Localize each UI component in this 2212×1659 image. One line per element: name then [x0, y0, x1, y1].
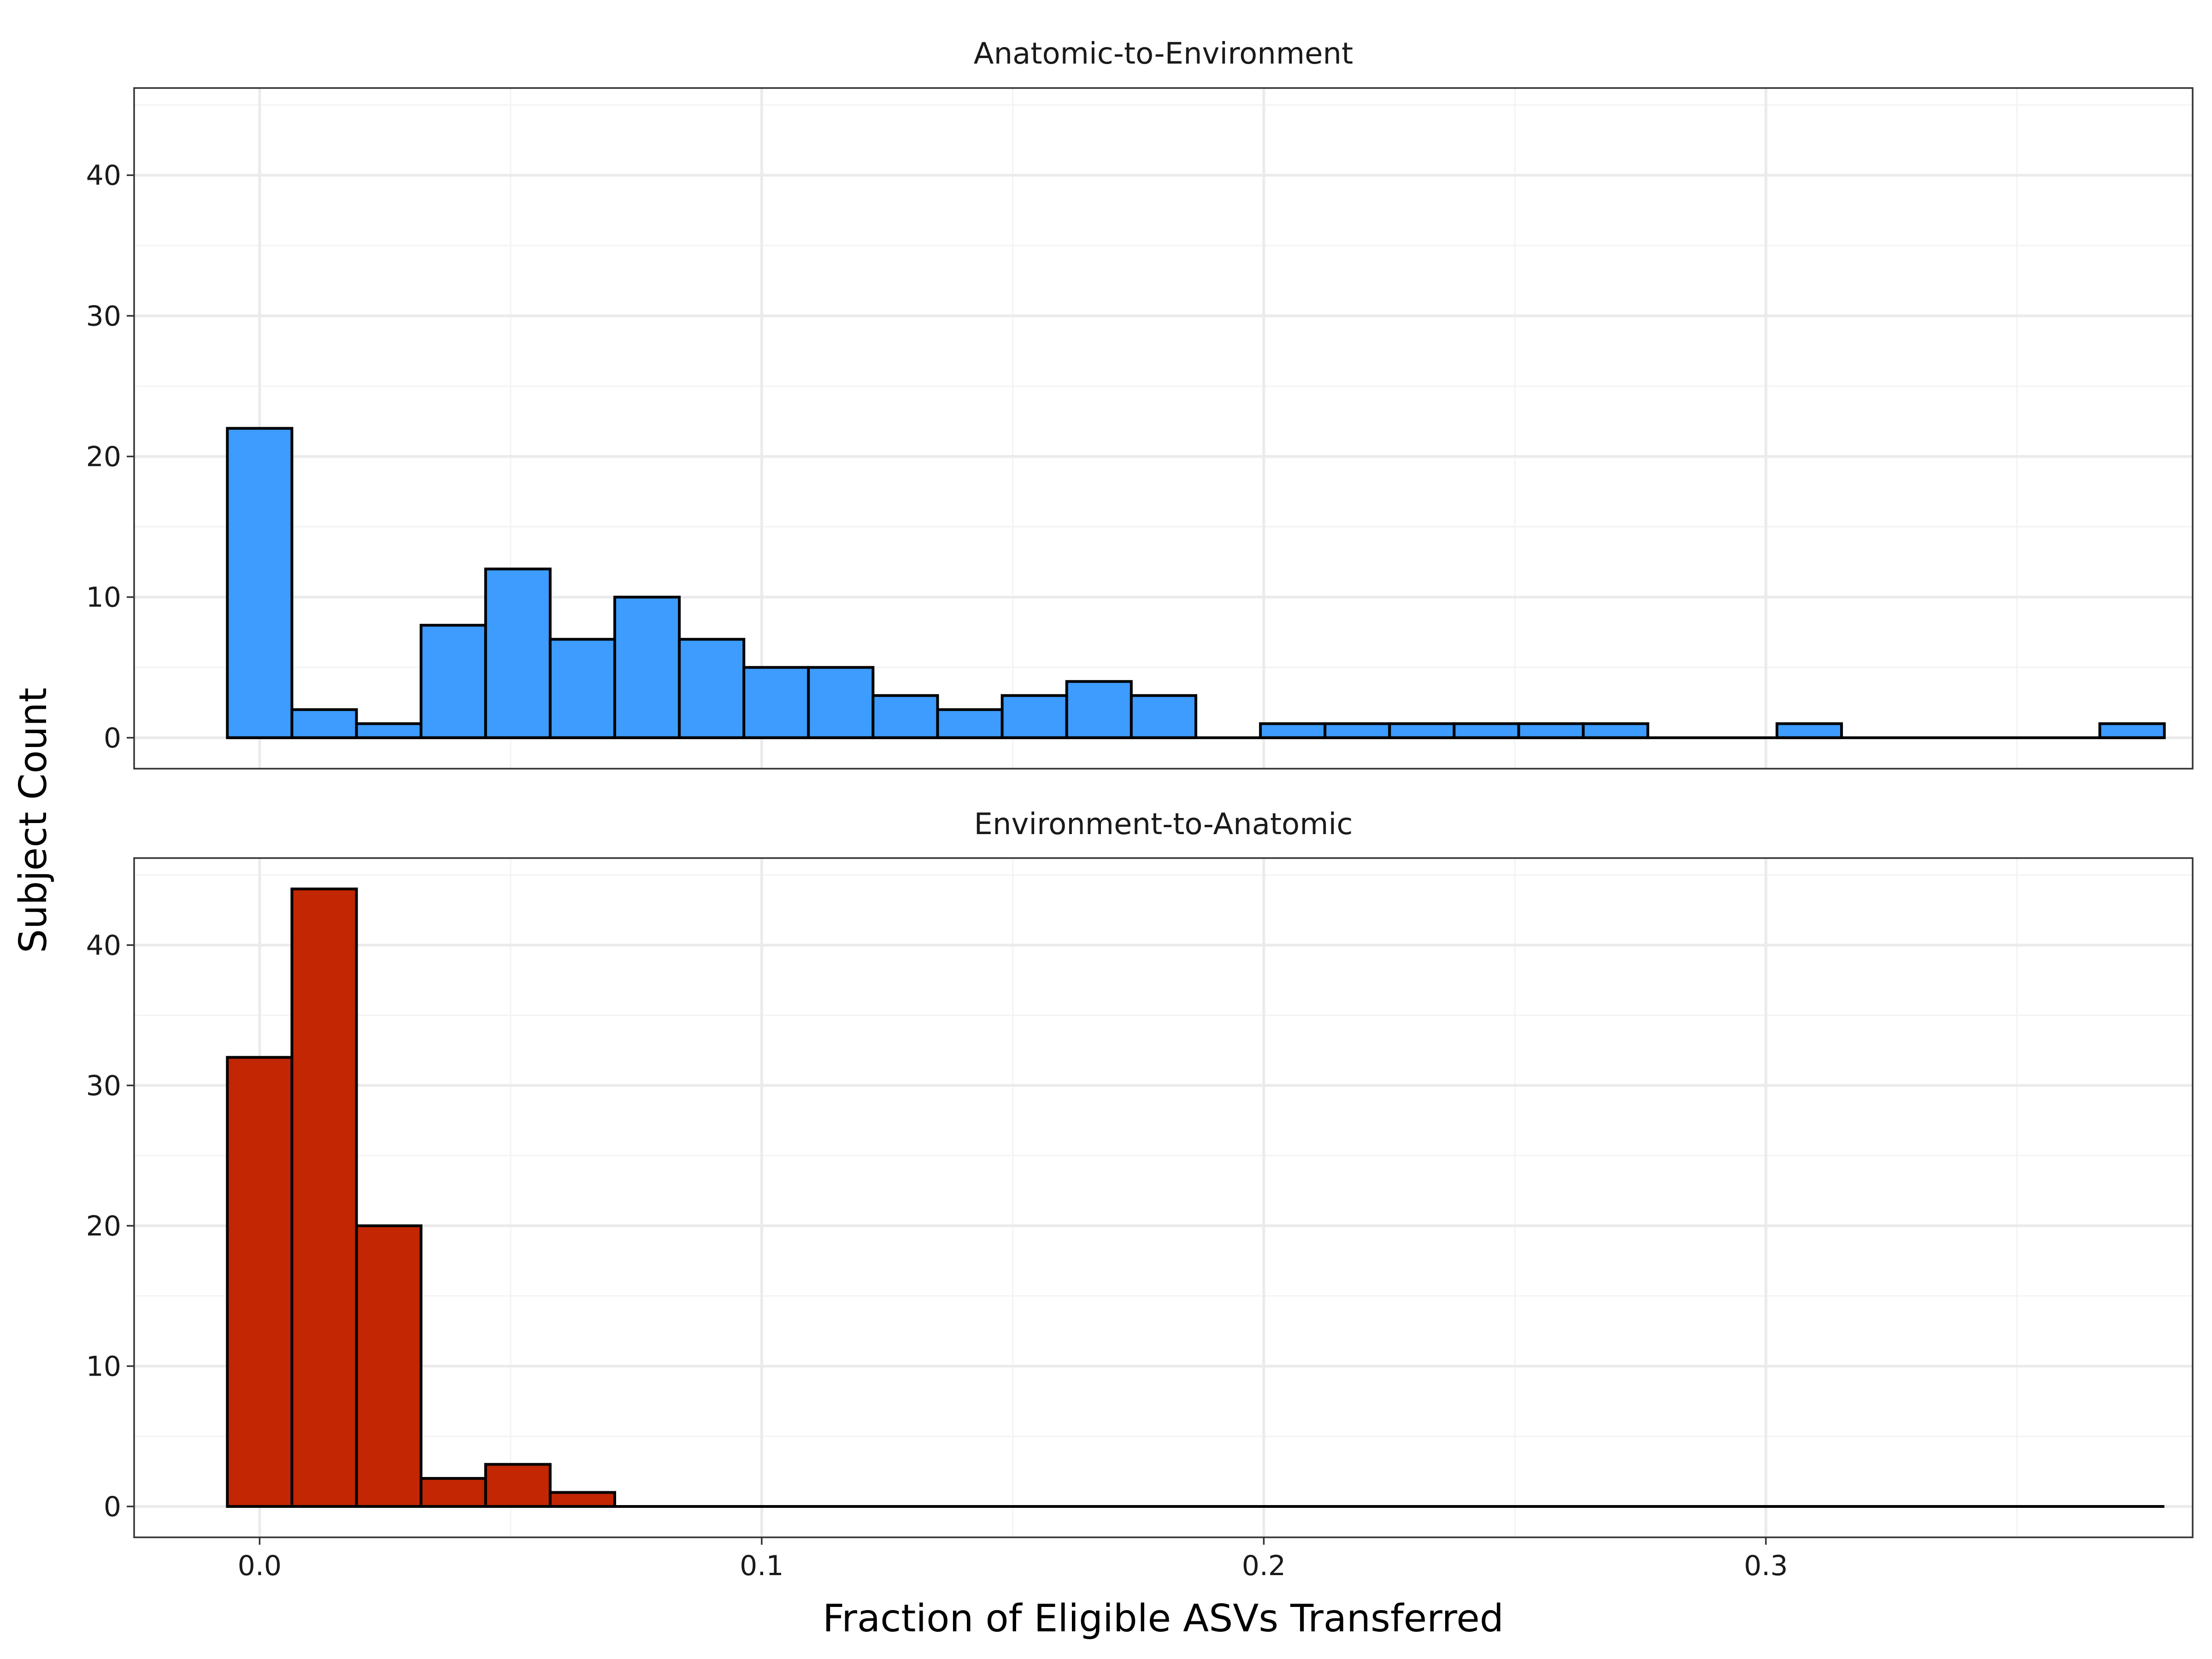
histogram-bar [419, 1477, 487, 1508]
histogram-bar [484, 1463, 552, 1508]
histogram-bar [871, 694, 939, 739]
panel-background [134, 858, 2193, 1537]
panel-title: Anatomic-to-Environment [974, 37, 1353, 71]
histogram-bar [742, 666, 810, 739]
y-tick-label: 20 [86, 441, 121, 473]
y-axis-title: Subject Count [12, 688, 55, 953]
y-tick-label: 20 [86, 1210, 121, 1242]
histogram-bar [613, 595, 681, 739]
histogram-bar [548, 1491, 616, 1508]
histogram-bar [1582, 722, 1649, 739]
panels: Anatomic-to-Environment010203040Environm… [86, 37, 2194, 1582]
x-tick-label: 0.1 [740, 1550, 783, 1582]
panel-1: Anatomic-to-Environment 0 10 20 30 40 [86, 37, 2194, 770]
histogram-bar [1388, 722, 1456, 739]
x-tick-label: 0.0 [238, 1550, 282, 1582]
panel-title: Environment-to-Anatomic [974, 807, 1353, 841]
y-tick-label: 40 [86, 159, 121, 192]
histogram-bar [548, 638, 616, 739]
histogram-bar [355, 722, 423, 739]
histogram-bar [1259, 722, 1327, 739]
x-axis-title: Fraction of Eligible ASVs Transferred [823, 1597, 1504, 1641]
histogram-bar [1130, 694, 1197, 739]
y-tick-label: 10 [86, 582, 121, 614]
histogram-bar [1775, 722, 1843, 739]
y-tick-label: 10 [86, 1350, 121, 1382]
histogram-bar [1517, 722, 1585, 739]
x-tick-label: 0.2 [1242, 1550, 1286, 1582]
histogram-bar [2098, 722, 2166, 739]
panel-border [133, 87, 2194, 770]
histogram-bar [936, 708, 1004, 739]
histogram-bar [355, 1224, 423, 1508]
histogram-bar [807, 666, 875, 739]
histogram-bar [226, 427, 294, 739]
panel-border [133, 857, 2194, 1538]
y-tick-label: 30 [86, 1070, 121, 1102]
x-tick-label: 0.3 [1744, 1550, 1788, 1582]
y-tick-label: 40 [86, 930, 121, 962]
histogram-bar [678, 638, 746, 739]
histogram-bar [484, 567, 552, 739]
histogram-bar [419, 624, 487, 739]
panel-2: Environment-to-Anatomic 0 10 20 30 40 [86, 807, 2194, 1538]
y-tick-label: 0 [104, 1491, 121, 1523]
histogram-bar [1065, 680, 1133, 739]
histogram-bar [1000, 694, 1068, 739]
y-tick-label: 0 [104, 722, 121, 754]
histogram-bar [1453, 722, 1520, 739]
histogram-bar [290, 888, 358, 1508]
histogram-bar [226, 1056, 294, 1508]
y-tick-label: 30 [86, 300, 121, 332]
x-axis: 0.0 0.1 0.2 0.3 [238, 1537, 1788, 1582]
histogram-bar [1324, 722, 1391, 739]
histogram-bar [290, 708, 358, 739]
